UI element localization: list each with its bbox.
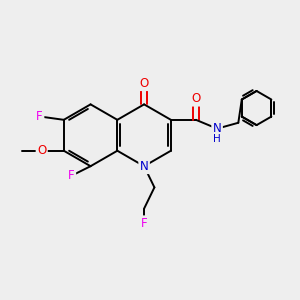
Text: F: F: [36, 110, 43, 123]
Text: H: H: [213, 134, 221, 144]
Text: O: O: [191, 92, 200, 105]
Text: O: O: [37, 144, 46, 157]
Text: F: F: [141, 217, 147, 230]
Text: N: N: [213, 122, 221, 135]
Text: N: N: [140, 160, 148, 173]
Text: O: O: [140, 77, 149, 90]
Text: F: F: [68, 169, 75, 182]
